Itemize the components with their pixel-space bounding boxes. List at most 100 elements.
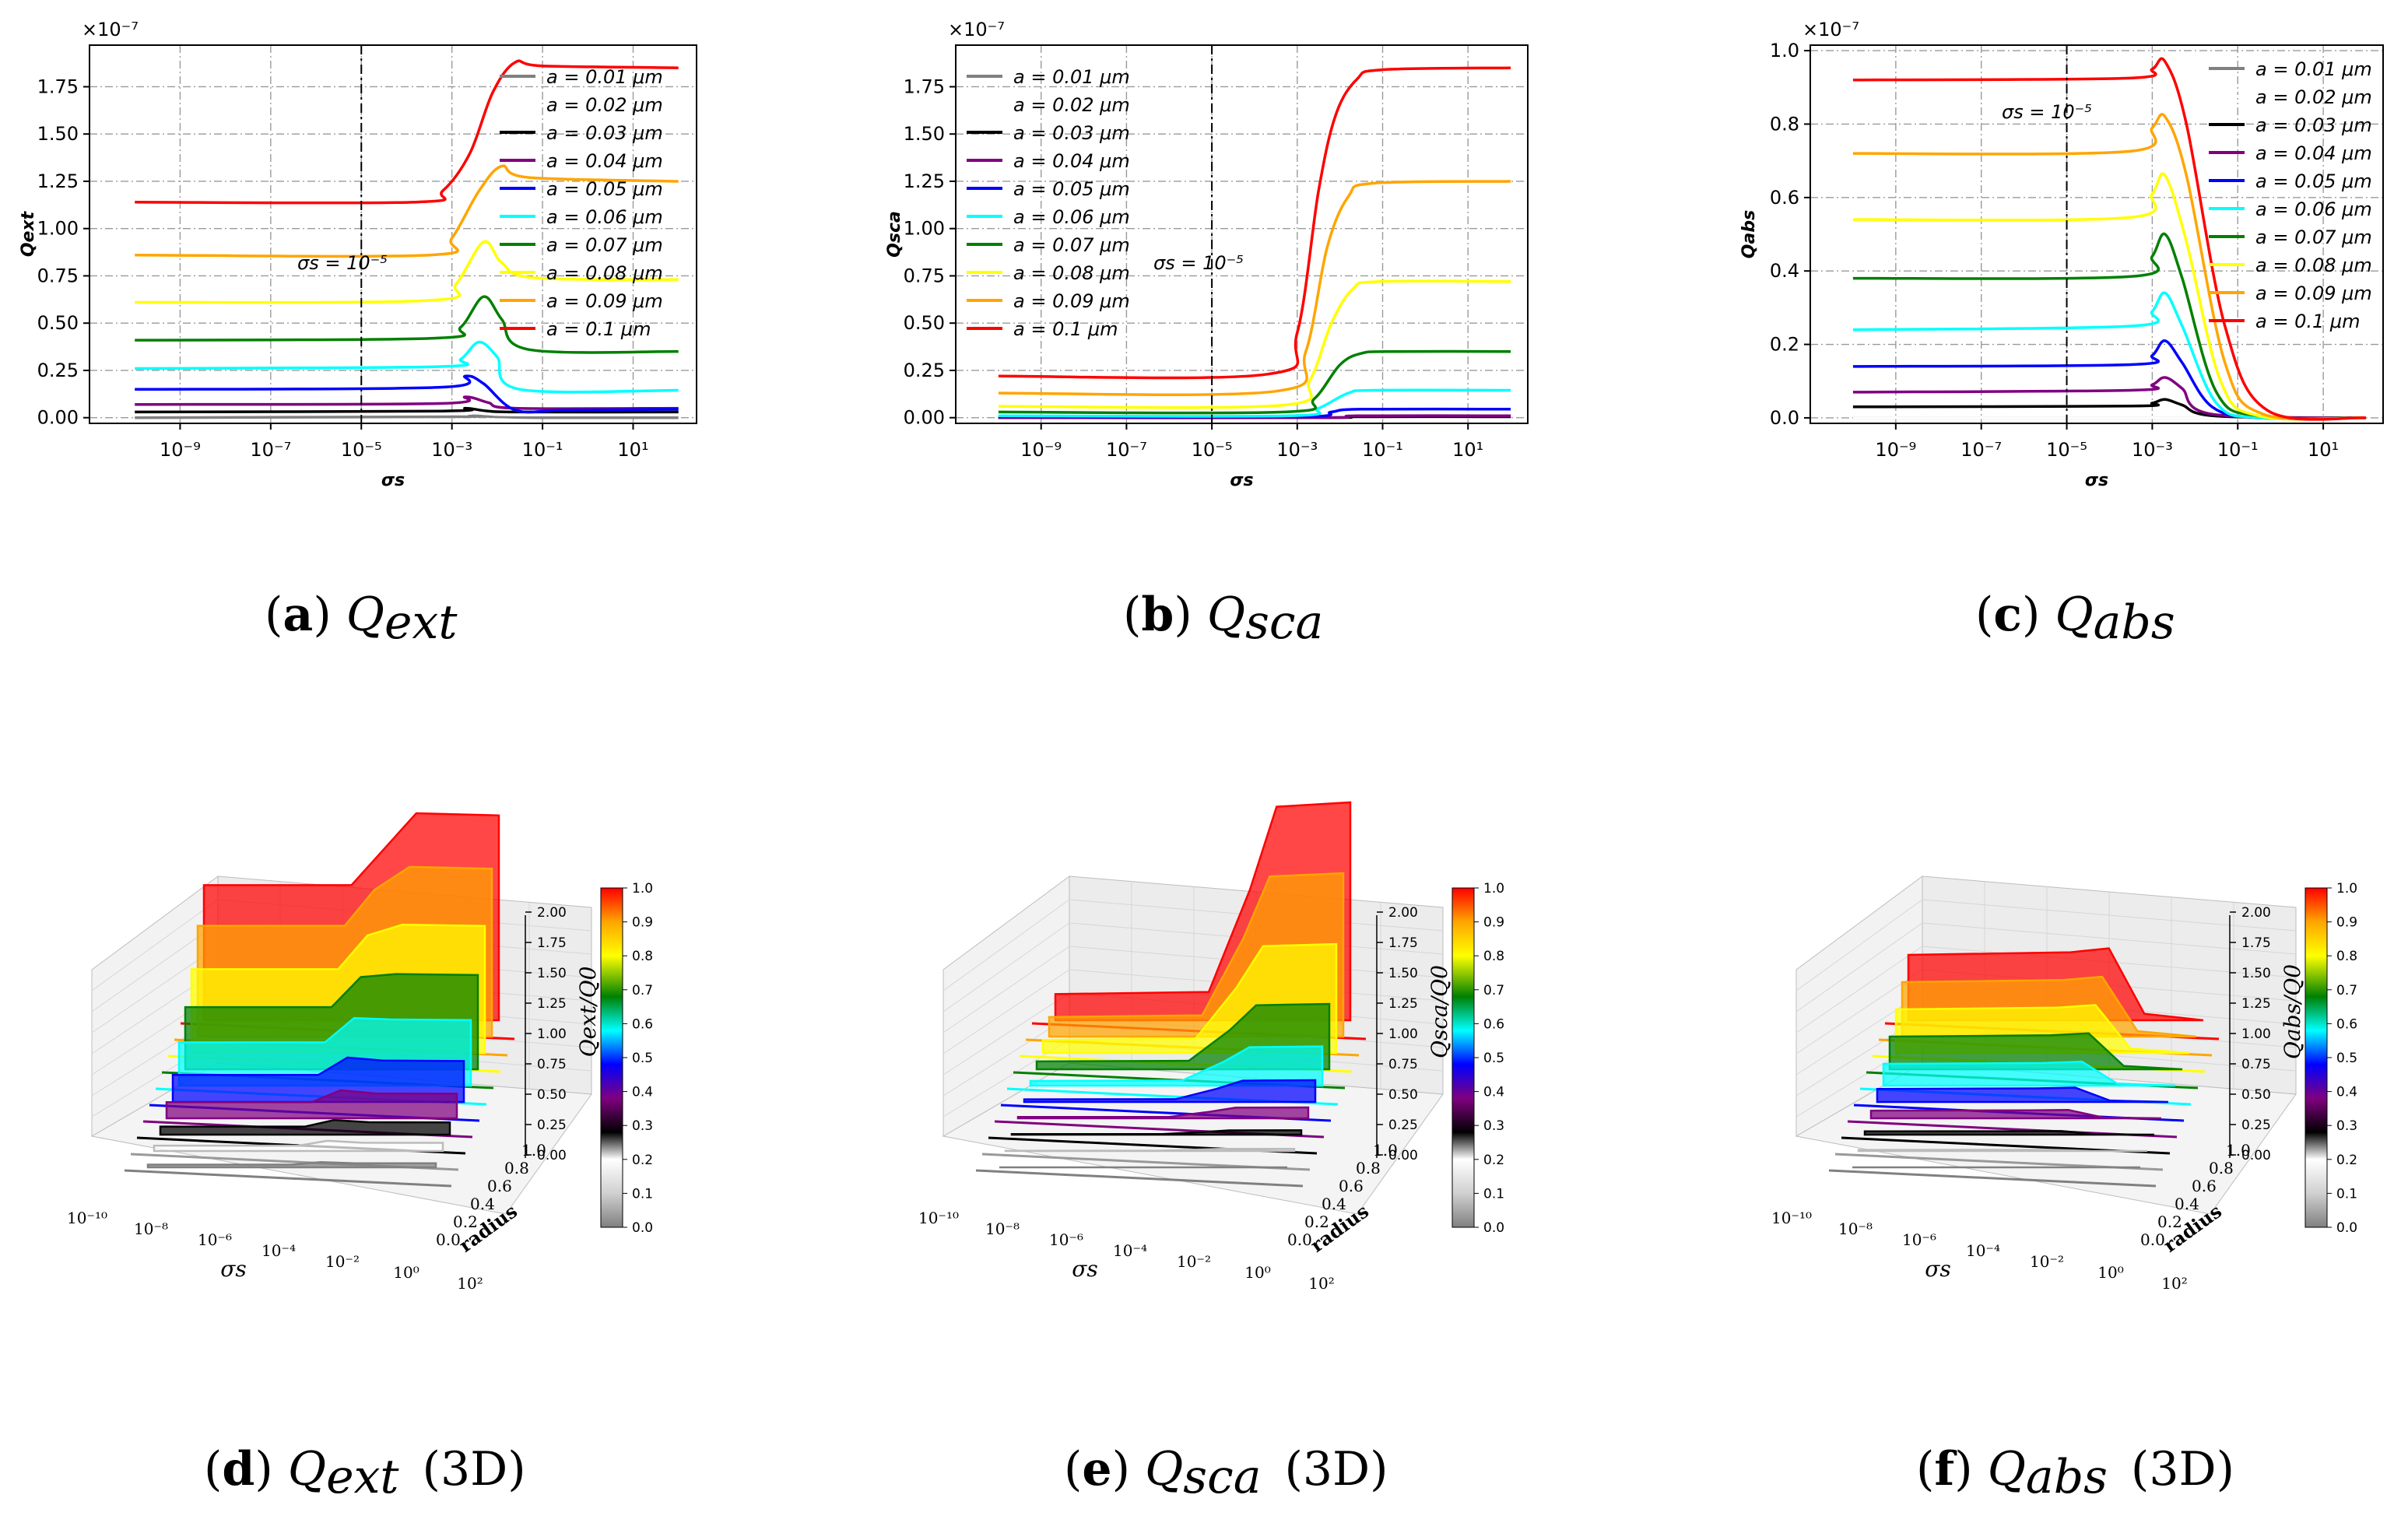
z-tick-label: 1.75 bbox=[537, 935, 567, 951]
legend-label-3: a = 0.03 μm bbox=[1013, 122, 1130, 144]
series-line-10 bbox=[998, 66, 1511, 380]
y-tick-label: 0.0 bbox=[2140, 1230, 2165, 1249]
x-tick-label: 10⁻¹⁰ bbox=[918, 1209, 959, 1227]
plot-frame bbox=[89, 44, 697, 424]
colorbar-tick-label: 0.5 bbox=[1483, 1051, 1504, 1066]
colorbar bbox=[2304, 887, 2328, 1228]
caption-open: ( bbox=[1975, 588, 1993, 642]
series-line-4 bbox=[135, 395, 679, 410]
x-axis-label: σs bbox=[1925, 1256, 1950, 1282]
legend-label-7: a = 0.07 μm bbox=[546, 234, 663, 256]
colorbar-tick-label: 0.2 bbox=[1483, 1153, 1504, 1168]
z-tick-label: 2.00 bbox=[2241, 905, 2271, 921]
x-tick-label: 10⁻⁷ bbox=[1960, 439, 2002, 461]
x-tick-label: 10⁻³ bbox=[431, 439, 472, 461]
legend-label-6: a = 0.06 μm bbox=[2255, 198, 2372, 220]
x-tick-label: 10⁻¹ bbox=[1362, 439, 1403, 461]
x-tick-label: 10⁻⁵ bbox=[341, 439, 382, 461]
z-tick-label: 1.25 bbox=[2241, 996, 2271, 1012]
caption-letter: e bbox=[1082, 1442, 1111, 1497]
y-tick-label: 0.4 bbox=[1770, 260, 1799, 282]
chart-a: σs = 10⁻⁵ 10⁻⁹ 10⁻⁷ 10⁻⁵ 10⁻³ 10⁻¹ 10¹ 0.00 0.25… bbox=[19, 19, 697, 490]
colorbar-tick-label: 0.7 bbox=[632, 983, 653, 998]
x-tick-label: 10⁻² bbox=[2030, 1252, 2064, 1271]
caption-close: ) bbox=[1174, 588, 1206, 642]
colorbar-tick-label: 0.1 bbox=[1483, 1186, 1504, 1202]
x-tick-label: 10² bbox=[2161, 1274, 2187, 1293]
caption-suffix: (3D) bbox=[2131, 1442, 2234, 1497]
y-tick-label: 0.0 bbox=[1770, 407, 1799, 429]
colorbar-tick-label: 0.8 bbox=[1483, 949, 1504, 964]
series-line-6 bbox=[998, 388, 1511, 418]
series-line-6 bbox=[135, 340, 679, 394]
legend-label-2: a = 0.02 μm bbox=[1013, 94, 1130, 116]
x-tick-label: 10¹ bbox=[617, 439, 648, 461]
x-tick-label: 10⁻⁷ bbox=[1106, 439, 1147, 461]
colorbar-tick-label: 0.6 bbox=[1483, 1016, 1504, 1032]
series-line-7 bbox=[135, 295, 679, 354]
colorbar-tick-label: 0.4 bbox=[1483, 1085, 1504, 1100]
caption-open: ( bbox=[1916, 1442, 1934, 1497]
legend-label-8: a = 0.08 μm bbox=[2255, 254, 2372, 276]
x-tick-label: 10² bbox=[1308, 1274, 1334, 1293]
colorbar-tick-label: 0.7 bbox=[2336, 983, 2357, 998]
x-tick-label: 10⁻¹⁰ bbox=[1771, 1209, 1812, 1227]
caption-letter: b bbox=[1141, 588, 1174, 642]
colorbar-tick-label: 0.5 bbox=[632, 1051, 653, 1066]
series-line-10 bbox=[1852, 57, 2367, 421]
x-tick-label: 10⁻¹ bbox=[2217, 439, 2259, 461]
colorbar-tick-label: 0.0 bbox=[632, 1220, 653, 1236]
x-axis-label: σs bbox=[1072, 1256, 1097, 1282]
colorbar-tick-label: 1.0 bbox=[1483, 881, 1504, 897]
caption-open: ( bbox=[204, 1442, 222, 1497]
caption-open: ( bbox=[265, 588, 283, 642]
y-tick-label: 0.75 bbox=[904, 265, 945, 286]
plot-frame bbox=[1810, 44, 2384, 424]
x-tick-label: 10⁻³ bbox=[2132, 439, 2173, 461]
caption-letter: f bbox=[1934, 1442, 1957, 1497]
x-tick-label: 10⁻⁴ bbox=[1966, 1241, 2000, 1260]
caption-f: (f) Qabs (3D) bbox=[1916, 1442, 2234, 1504]
z-axis-label: Qsca/Q0 bbox=[1427, 965, 1452, 1058]
legend-label-1: a = 0.01 μm bbox=[1013, 66, 1130, 88]
chart-b: σs = 10⁻⁵ 10⁻⁹ 10⁻⁷ 10⁻⁵ 10⁻³ 10⁻¹ 10¹ 0.00 0.25… bbox=[885, 19, 1529, 490]
y-tick-label: 0.00 bbox=[904, 407, 945, 429]
series-line-9 bbox=[135, 164, 679, 258]
legend-label-3: a = 0.03 μm bbox=[2255, 114, 2372, 136]
legend-label-2: a = 0.02 μm bbox=[2255, 86, 2372, 108]
legend-label-5: a = 0.05 μm bbox=[546, 178, 663, 200]
y-tick-label: 1.25 bbox=[37, 170, 79, 192]
caption-close: ) bbox=[2022, 588, 2055, 642]
legend-label-5: a = 0.05 μm bbox=[1013, 178, 1130, 200]
legend-label-8: a = 0.08 μm bbox=[1013, 262, 1130, 284]
y-tick-label: 1.75 bbox=[37, 75, 79, 97]
captions: (a) Qext (b) Qsca (c) Qabs(d) Qext (3D) (e) … bbox=[204, 588, 2234, 1504]
z-tick-label: 0.75 bbox=[537, 1057, 567, 1072]
y-tick-label: 1.00 bbox=[904, 218, 945, 240]
colorbar-tick-label: 0.1 bbox=[2336, 1186, 2357, 1202]
series-line-10 bbox=[135, 59, 679, 205]
series-line-2 bbox=[135, 410, 679, 416]
z-tick-label: 0.25 bbox=[2241, 1118, 2271, 1133]
y-tick-label: 0.6 bbox=[1339, 1177, 1364, 1195]
colorbar-tick-label: 0.7 bbox=[1483, 983, 1504, 998]
legend-label-4: a = 0.04 μm bbox=[1013, 150, 1130, 172]
grid-left bbox=[1795, 922, 1923, 1012]
caption-close: ) bbox=[1112, 1442, 1145, 1497]
z-tick-label: 0.00 bbox=[1388, 1148, 1418, 1163]
y-axis-label: Qabs bbox=[1739, 210, 1759, 258]
colorbar-tick-label: 0.6 bbox=[632, 1016, 653, 1032]
ribbon-5 bbox=[171, 1056, 465, 1104]
x-tick-label: 10⁻² bbox=[1177, 1252, 1211, 1271]
ribbon-1 bbox=[146, 1160, 437, 1169]
y-tick-label: 0.8 bbox=[1356, 1159, 1381, 1177]
z-tick-label: 2.00 bbox=[537, 905, 567, 921]
legend-label-10: a = 0.1 μm bbox=[1013, 318, 1118, 340]
x-tick-label: 10¹ bbox=[1452, 439, 1483, 461]
y-tick-label: 1.0 bbox=[1770, 40, 1799, 61]
caption-d: (d) Qext (3D) bbox=[204, 1442, 526, 1504]
y-axis-label: Qsca bbox=[885, 211, 904, 258]
y-tick-label: 0.4 bbox=[470, 1195, 495, 1213]
x-tick-label: 10⁻⁶ bbox=[198, 1230, 232, 1249]
